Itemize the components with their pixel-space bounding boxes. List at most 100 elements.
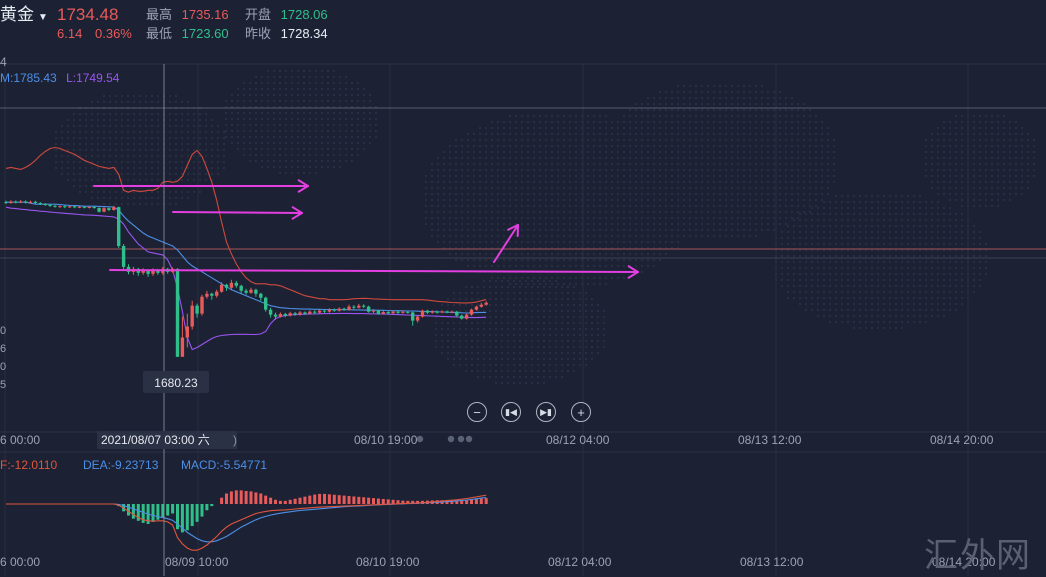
map-dot-4 <box>823 267 825 269</box>
map-dot-4 <box>961 297 963 299</box>
map-dot-4 <box>865 201 867 203</box>
map-dot-0 <box>85 167 87 169</box>
map-dot-5 <box>1003 139 1005 141</box>
map-dot-5 <box>949 175 951 177</box>
candle <box>367 306 370 313</box>
map-dot-3 <box>737 211 739 213</box>
macd-bar <box>323 494 326 504</box>
map-dot-0 <box>121 155 123 157</box>
map-dot-2 <box>611 277 613 279</box>
map-dot-6 <box>537 298 539 300</box>
map-dot-3 <box>755 139 757 141</box>
map-dot-1 <box>333 148 335 150</box>
map-dot-4 <box>871 201 873 203</box>
map-dot-0 <box>55 149 57 151</box>
map-dot-3 <box>767 157 769 159</box>
map-dot-4 <box>925 267 927 269</box>
map-dot-4 <box>841 255 843 257</box>
map-dot-0 <box>103 149 105 151</box>
map-dot-2 <box>521 127 523 129</box>
upper-band-line <box>6 148 486 303</box>
map-dot-2 <box>521 157 523 159</box>
map-dot-3 <box>815 205 817 207</box>
map-dot-6 <box>561 340 563 342</box>
map-dot-3 <box>731 229 733 231</box>
map-dot-2 <box>515 259 517 261</box>
bottom-time-tick: 08/12 04:00 <box>548 555 612 569</box>
map-dot-6 <box>567 292 569 294</box>
map-dot-6 <box>603 322 605 324</box>
map-dot-3 <box>785 145 787 147</box>
zoom-out-button[interactable]: − <box>467 402 487 422</box>
map-dot-6 <box>591 310 593 312</box>
map-dot-2 <box>575 223 577 225</box>
map-dot-6 <box>597 334 599 336</box>
map-dot-5 <box>979 163 981 165</box>
map-dot-2 <box>599 145 601 147</box>
map-dot-3 <box>713 85 715 87</box>
macd-bar <box>166 504 169 516</box>
map-dot-0 <box>151 179 153 181</box>
map-dot-3 <box>719 127 721 129</box>
map-dot-3 <box>767 109 769 111</box>
map-dot-4 <box>949 279 951 281</box>
instrument-name[interactable]: 黄金▼ <box>0 7 48 26</box>
map-dot-3 <box>725 85 727 87</box>
map-dot-3 <box>719 169 721 171</box>
map-dot-0 <box>133 143 135 145</box>
map-dot-3 <box>779 223 781 225</box>
map-dot-1 <box>357 88 359 90</box>
map-dot-4 <box>913 285 915 287</box>
candle-body <box>475 307 478 310</box>
candle <box>63 205 66 208</box>
chevron-down-icon[interactable]: ▼ <box>38 12 48 23</box>
map-dot-4 <box>799 213 801 215</box>
map-dot-4 <box>811 267 813 269</box>
map-dot-2 <box>653 265 655 267</box>
map-dot-4 <box>919 273 921 275</box>
map-dot-1 <box>285 88 287 90</box>
map-dot-5 <box>961 139 963 141</box>
map-dot-1 <box>333 166 335 168</box>
map-dot-4 <box>919 213 921 215</box>
next-button[interactable]: ▶▮ <box>536 402 556 422</box>
map-dot-2 <box>431 163 433 165</box>
map-dot-1 <box>231 136 233 138</box>
map-dot-2 <box>593 205 595 207</box>
map-dot-0 <box>151 95 153 97</box>
map-dot-2 <box>497 187 499 189</box>
map-dot-1 <box>309 100 311 102</box>
map-dot-1 <box>309 112 311 114</box>
map-dot-3 <box>713 115 715 117</box>
map-dot-3 <box>809 145 811 147</box>
map-dot-4 <box>799 273 801 275</box>
map-dot-3 <box>671 127 673 129</box>
map-dot-5 <box>997 145 999 147</box>
map-dot-0 <box>115 191 117 193</box>
map-dot-2 <box>509 217 511 219</box>
map-dot-3 <box>677 127 679 129</box>
zoom-in-button[interactable]: + <box>571 402 591 422</box>
map-dot-1 <box>291 100 293 102</box>
map-dot-5 <box>1027 169 1029 171</box>
map-dot-2 <box>527 241 529 243</box>
map-dot-3 <box>791 163 793 165</box>
map-dot-2 <box>443 163 445 165</box>
map-dot-1 <box>291 154 293 156</box>
map-dot-5 <box>931 163 933 165</box>
map-dot-3 <box>689 163 691 165</box>
map-dot-5 <box>973 139 975 141</box>
map-dot-2 <box>473 193 475 195</box>
map-dot-6 <box>489 334 491 336</box>
prev-button[interactable]: ▮◀ <box>501 402 521 422</box>
map-dot-4 <box>781 231 783 233</box>
map-dot-4 <box>841 285 843 287</box>
map-dot-2 <box>497 277 499 279</box>
map-dot-2 <box>455 187 457 189</box>
map-dot-1 <box>357 130 359 132</box>
map-dot-3 <box>737 181 739 183</box>
map-dot-2 <box>521 229 523 231</box>
bottom-time-tick: 08/10 19:00 <box>356 555 420 569</box>
map-dot-0 <box>121 149 123 151</box>
